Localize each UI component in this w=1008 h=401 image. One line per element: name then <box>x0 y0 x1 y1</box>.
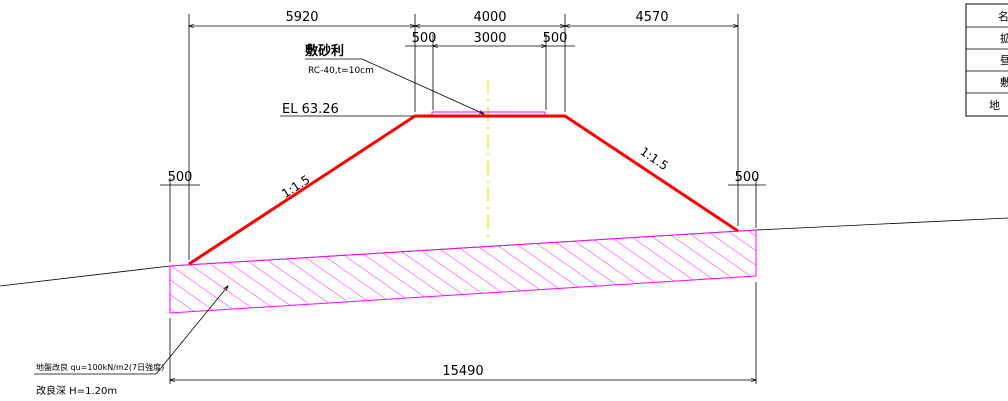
dim-toe-right: 500 <box>735 170 760 185</box>
dim-shoulder-left: 500 <box>412 31 437 46</box>
table-row-5: 地 <box>989 99 1000 112</box>
table-row-3: 昼 <box>1000 54 1008 67</box>
dim-base-total: 15490 <box>442 364 483 379</box>
dim-center-top: 4000 <box>473 10 506 25</box>
elevation-label: EL 63.26 <box>282 102 339 117</box>
legend-table: 名 拡 昼 敷 地 <box>965 3 1008 117</box>
improvement-zone <box>169 229 757 314</box>
slope-left-label: 1:1.5 <box>279 172 312 200</box>
dim-toe-left: 500 <box>168 170 193 185</box>
dim-crown-width: 3000 <box>473 31 506 46</box>
top-dimension-lines <box>160 26 766 380</box>
gravel-leader <box>361 58 484 114</box>
dim-shoulder-right: 500 <box>543 31 568 46</box>
table-row-2: 拡 <box>1000 31 1008 45</box>
extension-lines <box>169 14 757 384</box>
gravel-spec: RC-40,t=10cm <box>308 66 374 76</box>
dim-right-top: 4570 <box>635 10 668 25</box>
soil-improvement-leader <box>155 286 228 375</box>
embankment-outline <box>188 114 739 266</box>
dim-left-top: 5920 <box>285 10 318 25</box>
soil-improvement-label: 地盤改良 qu=100kN/m2(7日強度) <box>36 362 164 372</box>
improvement-depth-label: 改良深 H=1.20m <box>36 384 117 397</box>
table-row-1: 名 <box>998 9 1008 23</box>
table-row-4: 敷 <box>1000 75 1008 89</box>
gravel-title: 敷砂利 <box>305 43 344 59</box>
